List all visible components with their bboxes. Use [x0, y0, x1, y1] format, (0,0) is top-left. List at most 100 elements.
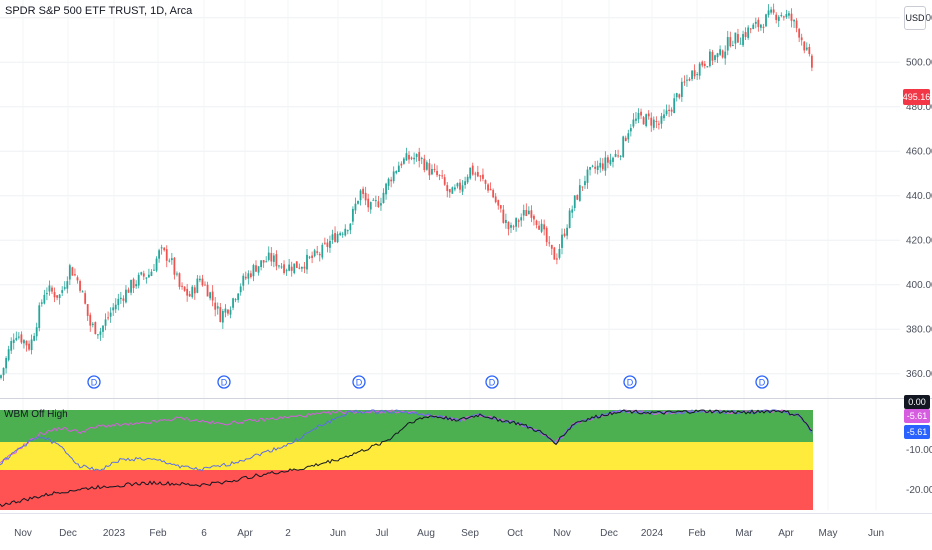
- time-axis-label: 2023: [103, 528, 126, 539]
- candle-body: [51, 287, 53, 292]
- candle-body: [168, 260, 171, 262]
- candle-body: [701, 61, 704, 66]
- candle-body: [533, 215, 535, 220]
- candle-body: [303, 266, 306, 269]
- candle-body: [706, 66, 709, 68]
- zone-red: [0, 470, 813, 510]
- candle-body: [448, 189, 451, 193]
- candle-body: [446, 185, 449, 192]
- candle-body: [265, 261, 268, 263]
- candle-body: [765, 14, 767, 27]
- candle-body: [35, 327, 38, 337]
- candle-body: [272, 255, 275, 262]
- candle-body: [17, 336, 20, 338]
- candle-body: [346, 230, 349, 232]
- candle-body: [785, 14, 788, 18]
- candle-body: [507, 221, 510, 230]
- candle-body: [540, 223, 543, 232]
- candle-body: [221, 310, 224, 323]
- candle-body: [285, 270, 288, 272]
- candle-body: [395, 171, 398, 174]
- candle-body: [658, 123, 660, 125]
- candle-body: [112, 307, 115, 311]
- candle-body: [703, 63, 706, 66]
- time-axis-label: 6: [201, 528, 207, 539]
- candle-body: [354, 203, 357, 211]
- candle-body: [443, 177, 446, 185]
- candle-body: [38, 305, 41, 329]
- candle-body: [530, 210, 533, 218]
- symbol-title[interactable]: SPDR S&P 500 ETF TRUST, 1D, Arca: [5, 5, 193, 17]
- candle-body: [637, 112, 640, 120]
- candle-body: [716, 53, 719, 58]
- candle-body: [341, 233, 344, 235]
- candle-body: [711, 51, 714, 61]
- indicator-title[interactable]: WBM Off High: [4, 409, 68, 420]
- candle-body: [255, 265, 257, 272]
- candle-body: [464, 181, 466, 186]
- candle-body: [561, 234, 563, 248]
- candle-body: [655, 120, 658, 122]
- candle-body: [311, 255, 313, 258]
- candle-body: [535, 220, 538, 225]
- candle-body: [632, 119, 635, 127]
- candle-body: [525, 209, 528, 217]
- candle-body: [415, 154, 418, 157]
- candle-body: [808, 46, 811, 55]
- candle-body: [176, 273, 178, 275]
- candle-body: [497, 200, 500, 206]
- candle-body: [326, 242, 329, 247]
- candle-body: [775, 14, 778, 20]
- price-tick-label: 480.00: [906, 102, 932, 113]
- candle-body: [466, 176, 469, 183]
- candle-body: [599, 162, 602, 168]
- candle-body: [135, 284, 138, 287]
- candle-body: [635, 118, 637, 121]
- candle-body: [650, 117, 653, 126]
- candle-body: [673, 98, 676, 114]
- candle-body: [642, 117, 645, 125]
- candle-body: [188, 293, 191, 297]
- candle-body: [170, 258, 173, 261]
- candle-body: [209, 292, 211, 299]
- candle-body: [408, 154, 410, 160]
- candle-body: [5, 358, 7, 369]
- candle-body: [158, 250, 160, 259]
- price-tick-label: 460.00: [906, 146, 932, 157]
- candle-body: [43, 294, 46, 304]
- candle-body: [183, 286, 186, 291]
- indicator-tag-zero: 0.00: [904, 395, 930, 409]
- candle-body: [15, 337, 18, 340]
- candle-body: [788, 13, 790, 16]
- dividend-marker-label: D: [627, 378, 634, 388]
- candle-body: [624, 137, 627, 142]
- candle-body: [298, 267, 301, 269]
- indicator-tick-label: -20.00: [906, 485, 932, 496]
- candle-body: [107, 317, 109, 319]
- indicator-tick-label: -10.00: [906, 445, 932, 456]
- candle-body: [91, 323, 94, 326]
- candle-body: [418, 152, 421, 161]
- candle-body: [668, 109, 670, 111]
- candle-body: [675, 93, 678, 98]
- candle-body: [663, 114, 665, 119]
- candle-body: [308, 256, 311, 258]
- candle-body: [520, 217, 523, 221]
- candle-body: [242, 275, 245, 286]
- candle-body: [800, 37, 803, 41]
- candle-body: [487, 184, 489, 191]
- candle-body: [550, 244, 553, 249]
- candle-body: [482, 174, 484, 179]
- price-tick-label: 380.00: [906, 324, 932, 335]
- candle-body: [556, 258, 558, 260]
- candle-body: [392, 171, 395, 182]
- candle-body: [229, 309, 232, 315]
- currency-button[interactable]: USD: [904, 6, 926, 30]
- candle-body: [767, 10, 770, 16]
- candle-body: [652, 119, 655, 128]
- candle-body: [780, 15, 783, 17]
- candle-body: [729, 37, 732, 47]
- indicator-tag-magenta: -5.61: [904, 409, 930, 423]
- candle-body: [385, 183, 387, 195]
